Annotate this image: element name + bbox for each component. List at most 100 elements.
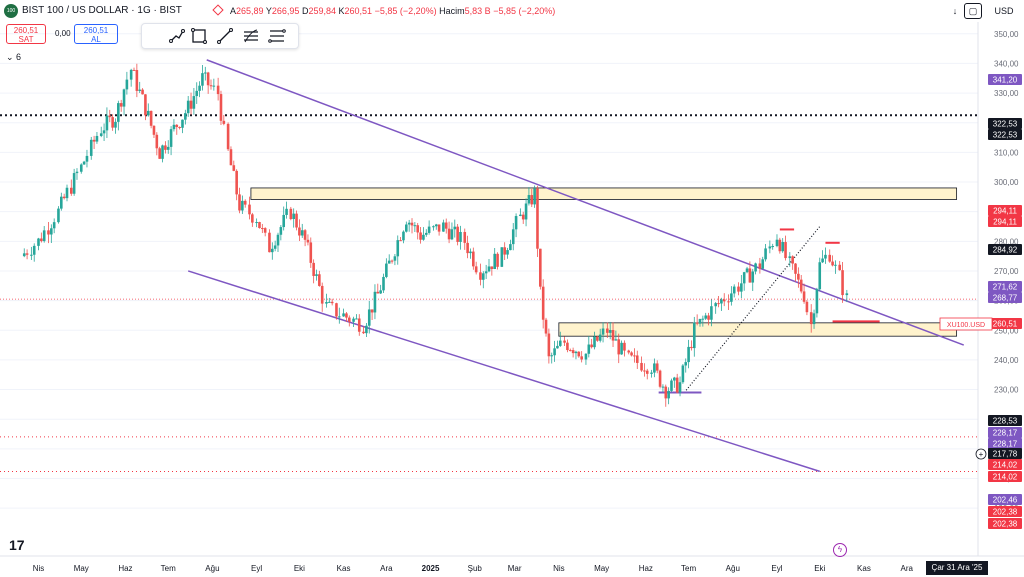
candle[interactable] bbox=[496, 253, 499, 267]
candle[interactable] bbox=[186, 100, 190, 114]
channel-top-line[interactable] bbox=[206, 59, 965, 346]
buy-button[interactable]: 260,51 AL bbox=[74, 24, 118, 44]
candle[interactable] bbox=[698, 318, 702, 324]
candle[interactable] bbox=[62, 196, 66, 199]
candle[interactable] bbox=[580, 356, 583, 360]
candle[interactable] bbox=[161, 145, 164, 159]
candle[interactable] bbox=[164, 145, 167, 150]
candle[interactable] bbox=[40, 238, 43, 242]
candle[interactable] bbox=[539, 248, 542, 287]
candle[interactable] bbox=[169, 129, 173, 147]
support-resistance-zone[interactable] bbox=[250, 187, 958, 200]
candle[interactable] bbox=[707, 315, 710, 320]
candle[interactable] bbox=[818, 262, 822, 290]
candle[interactable] bbox=[673, 377, 676, 381]
candle[interactable] bbox=[447, 228, 451, 240]
candle[interactable] bbox=[812, 313, 816, 325]
candle[interactable] bbox=[444, 222, 448, 229]
candle[interactable] bbox=[556, 345, 559, 349]
candle[interactable] bbox=[111, 117, 114, 128]
candle[interactable] bbox=[65, 187, 69, 199]
candle[interactable] bbox=[574, 351, 578, 354]
candle[interactable] bbox=[422, 234, 425, 240]
candle[interactable] bbox=[178, 127, 181, 129]
candle[interactable] bbox=[158, 148, 161, 159]
candle[interactable] bbox=[119, 103, 123, 107]
candle[interactable] bbox=[547, 333, 551, 357]
candle[interactable] bbox=[687, 346, 690, 363]
candle[interactable] bbox=[802, 291, 806, 302]
candle[interactable] bbox=[630, 352, 633, 356]
candle[interactable] bbox=[459, 231, 462, 242]
candle[interactable] bbox=[347, 317, 351, 322]
layers-toggle[interactable]: ⌄ 6 bbox=[6, 52, 22, 62]
candle[interactable] bbox=[748, 268, 752, 283]
candle[interactable] bbox=[427, 226, 431, 233]
candle[interactable] bbox=[407, 222, 411, 225]
candle[interactable] bbox=[292, 213, 295, 220]
candle[interactable] bbox=[279, 227, 283, 235]
candle[interactable] bbox=[690, 346, 693, 349]
candle[interactable] bbox=[189, 100, 193, 109]
candle[interactable] bbox=[155, 134, 159, 149]
fib-icon[interactable] bbox=[242, 27, 260, 45]
candle[interactable] bbox=[587, 344, 591, 354]
candle[interactable] bbox=[834, 264, 837, 266]
candle[interactable] bbox=[841, 270, 844, 296]
candle[interactable] bbox=[117, 103, 120, 122]
candle[interactable] bbox=[212, 85, 216, 87]
candle[interactable] bbox=[419, 232, 422, 240]
candle[interactable] bbox=[285, 208, 288, 215]
candle[interactable] bbox=[370, 309, 374, 313]
candle[interactable] bbox=[550, 355, 554, 357]
candle[interactable] bbox=[235, 170, 238, 195]
candle[interactable] bbox=[184, 113, 187, 120]
candle[interactable] bbox=[385, 263, 388, 277]
candle[interactable] bbox=[387, 260, 391, 264]
candle[interactable] bbox=[596, 336, 599, 341]
candle[interactable] bbox=[192, 96, 196, 109]
candle[interactable] bbox=[393, 256, 397, 261]
candle[interactable] bbox=[22, 253, 26, 257]
candle[interactable] bbox=[664, 386, 668, 399]
candle[interactable] bbox=[396, 240, 400, 257]
candle[interactable] bbox=[456, 226, 459, 242]
candle[interactable] bbox=[714, 303, 717, 307]
candle[interactable] bbox=[206, 72, 210, 86]
candle[interactable] bbox=[122, 89, 126, 107]
candle[interactable] bbox=[379, 290, 382, 294]
candle[interactable] bbox=[95, 135, 99, 142]
candle[interactable] bbox=[345, 313, 348, 318]
candle[interactable] bbox=[788, 256, 792, 259]
candle[interactable] bbox=[132, 69, 136, 71]
candle[interactable] bbox=[37, 238, 40, 246]
candle[interactable] bbox=[521, 214, 525, 220]
symbol-logo[interactable]: 100 bbox=[4, 4, 18, 18]
candle[interactable] bbox=[593, 336, 596, 348]
candle[interactable] bbox=[258, 222, 261, 229]
candle[interactable] bbox=[432, 226, 435, 228]
currency-selector[interactable]: USD bbox=[994, 6, 1014, 16]
candle[interactable] bbox=[362, 331, 365, 334]
candle[interactable] bbox=[241, 200, 244, 211]
candle[interactable] bbox=[141, 89, 144, 95]
candle[interactable] bbox=[633, 355, 636, 357]
candle[interactable] bbox=[493, 253, 497, 270]
candle[interactable] bbox=[704, 315, 707, 319]
candle[interactable] bbox=[198, 85, 201, 91]
candle[interactable] bbox=[47, 230, 50, 235]
candle[interactable] bbox=[645, 370, 649, 374]
candle[interactable] bbox=[367, 309, 371, 326]
candle[interactable] bbox=[754, 263, 757, 272]
candle[interactable] bbox=[717, 303, 720, 305]
candle[interactable] bbox=[295, 213, 298, 228]
candle[interactable] bbox=[503, 247, 506, 255]
candle[interactable] bbox=[608, 330, 612, 333]
candle[interactable] bbox=[809, 312, 813, 325]
candle[interactable] bbox=[30, 254, 33, 256]
candle[interactable] bbox=[146, 110, 150, 116]
candle[interactable] bbox=[222, 120, 226, 124]
candle[interactable] bbox=[413, 225, 417, 227]
candle[interactable] bbox=[315, 274, 318, 276]
